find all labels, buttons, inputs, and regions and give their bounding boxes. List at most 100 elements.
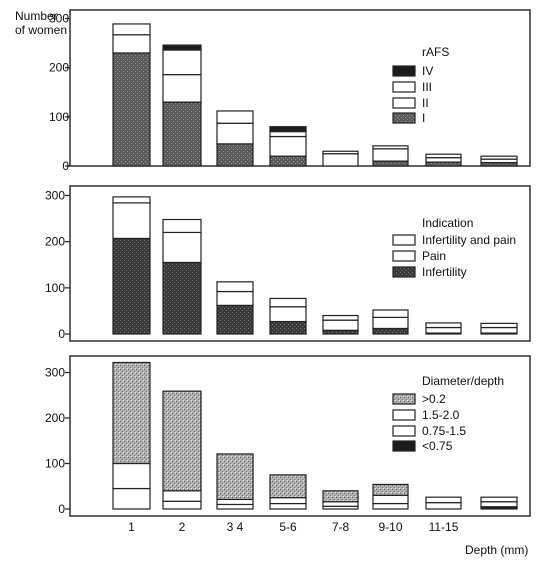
bar-3-5--0-2 (322, 490, 359, 503)
bar-2-3-infertility-and-pain (216, 281, 254, 293)
y-axis-label-line-1: Number (15, 9, 58, 23)
bar-2-7-infertility-and-pain (425, 322, 462, 329)
bar-3-5-1-5-2-0 (322, 501, 359, 507)
legend-swatch-1-4 (392, 112, 416, 124)
bar-3-1--0-2 (112, 361, 151, 465)
x-tick-label-5: 7-8 (332, 520, 350, 534)
legend-swatch-3-2 (392, 409, 416, 421)
bar-2-3-pain (216, 290, 254, 306)
legend-label-1-2: III (422, 80, 432, 94)
y-tick-label-2-100: 100 (45, 281, 65, 295)
bar-3-2-1-5-2-0 (162, 490, 202, 502)
legend-swatch-3-1 (392, 393, 416, 405)
x-tick-label-2: 2 (179, 520, 186, 534)
y-axis-label-line-2: of women (15, 23, 67, 37)
bar-1-3-iii (216, 110, 254, 124)
bar-1-8-iii (480, 155, 518, 160)
legend-swatch-3-4 (392, 440, 416, 452)
bar-1-3-ii (216, 122, 254, 145)
y-tick-label-2-0: 0 (58, 327, 65, 341)
bar-2-2-infertility (162, 261, 202, 335)
bar-3-6--0-2 (372, 483, 409, 496)
bar-1-6-iii (372, 145, 409, 150)
legend-label-1-3: II (422, 96, 429, 110)
y-tick-label-1-200: 200 (49, 61, 69, 75)
legend-label-2-1: Infertility and pain (422, 233, 516, 247)
bar-3-8-0-75-1-5 (480, 501, 518, 508)
legend-swatch-1-2 (392, 81, 416, 93)
y-tick-label-3-0: 0 (58, 502, 65, 516)
legend-swatch-3-3 (392, 425, 416, 437)
bar-1-7-iii (425, 153, 462, 159)
bar-2-3-infertility (216, 304, 254, 335)
legend-swatch-1-1 (392, 65, 416, 77)
bar-1-6-ii (372, 148, 409, 162)
bar-3-2-0-75-1-5 (162, 500, 202, 510)
plot-frame-3 (69, 355, 531, 517)
bar-1-4-iv (269, 126, 307, 133)
x-tick-label-4: 5-6 (279, 520, 297, 534)
bar-2-1-pain (112, 202, 151, 240)
y-tick-label-2-300: 300 (45, 188, 65, 202)
bar-3-3-1-5-2-0 (216, 498, 254, 506)
legend-title-1: rAFS (422, 45, 449, 59)
plot-frame-2 (69, 185, 531, 342)
bar-1-1-ii (112, 34, 151, 54)
y-tick-label-3-200: 200 (45, 411, 65, 425)
bar-3-7-0-75-1-5 (425, 502, 462, 510)
legend-title-2: Indication (422, 216, 473, 230)
bar-2-2-pain (162, 231, 202, 264)
y-tick-label-3-100: 100 (45, 457, 65, 471)
bar-1-4-i (269, 155, 307, 167)
bar-1-2-ii (162, 73, 202, 103)
bar-2-6-infertility (372, 327, 409, 335)
bar-3-3-0-75-1-5 (216, 503, 254, 510)
y-tick-label-1-300: 300 (49, 12, 69, 26)
y-tick-label-3-300: 300 (45, 366, 65, 380)
bar-3-6-0-75-1-5 (372, 502, 409, 510)
bar-3-7-1-5-2-0 (425, 496, 462, 504)
y-tick-label-2-200: 200 (45, 235, 65, 249)
bar-3-1-0-75-1-5 (112, 487, 151, 510)
legend-label-1-4: I (422, 111, 425, 125)
y-tick-label-1-0: 0 (62, 159, 69, 173)
bar-2-1-infertility (112, 237, 151, 335)
legend-swatch-2-3 (392, 266, 416, 278)
bar-3-4-0-75-1-5 (269, 502, 307, 510)
bar-2-5-pain (322, 319, 359, 331)
bar-3-4-1-5-2-0 (269, 497, 307, 505)
bar-3-3--0-2 (216, 453, 254, 501)
x-tick-label-6: 9-10 (378, 520, 402, 534)
bar-1-5-iii (322, 150, 359, 155)
bar-2-4-infertility-and-pain (269, 297, 307, 308)
legend-title-3: Diameter/depth (422, 374, 504, 388)
bar-2-6-pain (372, 316, 409, 330)
bar-1-2-iv (162, 44, 202, 51)
bar-2-1-infertility-and-pain (112, 196, 151, 204)
bar-2-5-infertility-and-pain (322, 314, 359, 321)
bar-1-1-i (112, 52, 151, 167)
bar-1-4-iii (269, 130, 307, 138)
bar-3-4--0-2 (269, 474, 307, 499)
bar-2-2-infertility-and-pain (162, 218, 202, 234)
legend-label-3-1: >0.2 (422, 392, 446, 406)
bar-2-8-infertility-and-pain (480, 322, 518, 329)
y-tick-label-1-100: 100 (49, 110, 69, 124)
bar-2-6-infertility-and-pain (372, 309, 409, 318)
bar-3-6-1-5-2-0 (372, 494, 409, 505)
legend-swatch-1-3 (392, 97, 416, 109)
legend-label-2-3: Infertility (422, 265, 467, 279)
bar-3-8-1-5-2-0 (480, 496, 518, 503)
legend-label-3-3: 0.75-1.5 (422, 424, 466, 438)
bar-1-7-ii (425, 157, 462, 163)
legend-swatch-2-2 (392, 250, 416, 262)
bar-3-1-1-5-2-0 (112, 462, 151, 490)
legend-label-3-4: <0.75 (422, 439, 453, 453)
legend-label-2-2: Pain (422, 249, 446, 263)
bar-2-8-pain (480, 326, 518, 334)
x-tick-label-1: 1 (128, 520, 135, 534)
bar-1-4-ii (269, 135, 307, 157)
x-tick-label-7: 11-15 (429, 520, 459, 534)
bar-1-3-i (216, 143, 254, 167)
